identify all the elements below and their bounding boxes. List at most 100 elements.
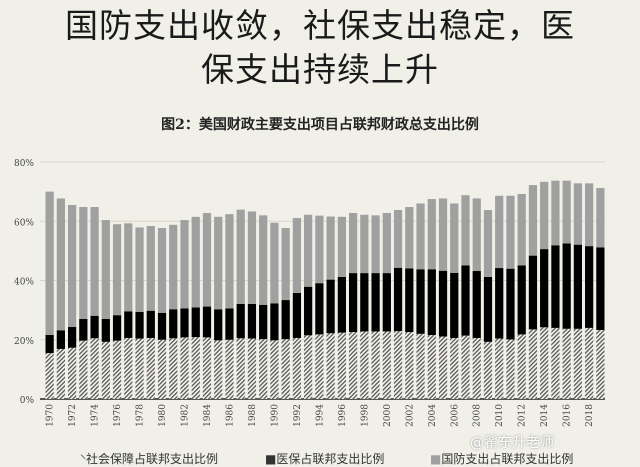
x-tick-label: 1978 — [136, 404, 146, 427]
bar-segment-defense — [326, 216, 335, 280]
bar-segment-defense — [79, 207, 88, 320]
bar-segment-social-security — [247, 338, 257, 399]
bar-segment-defense — [169, 224, 178, 310]
bar-segment-social-security — [67, 347, 77, 399]
bar-segment-defense — [506, 195, 515, 269]
bar-segment-defense — [214, 216, 223, 310]
bar-segment-social-security — [270, 340, 279, 399]
bar-segment-defense — [146, 225, 155, 311]
bar-segment-social-security — [528, 329, 538, 399]
bar-segment-social-security — [337, 332, 346, 399]
bar-segment-medicare — [79, 319, 88, 341]
y-tick-label: 0% — [20, 396, 35, 406]
bar-segment-defense — [45, 191, 54, 336]
bar-segment-defense — [382, 212, 391, 274]
bar-segment-medicare — [382, 273, 391, 332]
bar-segment-defense — [270, 222, 279, 304]
bar-segment-social-security — [416, 333, 425, 399]
x-tick-label: 1970 — [46, 404, 56, 427]
x-tick-label: 1990 — [270, 404, 280, 427]
bar-segment-medicare — [438, 270, 448, 337]
y-tick-label: 40% — [14, 278, 34, 288]
bar-segment-defense — [202, 212, 212, 307]
x-tick-label: 2002 — [405, 404, 415, 427]
bar-segment-defense — [180, 220, 189, 309]
bar-segment-defense — [292, 217, 302, 293]
bar-segment-defense — [281, 228, 290, 301]
bar-segment-medicare — [562, 243, 571, 329]
bar-segment-defense — [540, 181, 549, 250]
bar-segment-social-security — [112, 340, 122, 399]
black-swatch-icon: ■ — [265, 452, 277, 466]
bar-segment-medicare — [450, 272, 459, 338]
bar-segment-social-security — [146, 337, 155, 399]
x-tick-label: 2010 — [495, 404, 505, 427]
bar-segment-defense — [112, 224, 122, 316]
x-tick-label: 1992 — [293, 404, 303, 427]
bar-segment-medicare — [585, 246, 594, 328]
bar-segment-social-security — [348, 332, 358, 399]
hatch-swatch-icon: ⸌ — [80, 452, 87, 466]
bar-segment-social-security — [405, 332, 414, 399]
bar-segment-social-security — [315, 334, 324, 399]
bar-segment-social-security — [461, 335, 470, 399]
bar-segment-social-security — [180, 337, 189, 399]
bar-segment-defense — [416, 203, 425, 270]
x-tick-label: 2000 — [383, 404, 393, 427]
bar-segment-medicare — [393, 267, 403, 332]
bar-segment-medicare — [157, 312, 167, 340]
bar-segment-defense — [56, 198, 65, 331]
bar-segment-medicare — [540, 249, 549, 328]
x-tick-label: 2014 — [540, 404, 550, 427]
bar-segment-defense — [337, 216, 346, 277]
bar-segment-medicare — [573, 244, 583, 329]
bar-segment-medicare — [551, 245, 560, 328]
bar-segment-defense — [360, 214, 369, 274]
chart-title: 图2：美国财政主要支出项目占联邦财政总支出比例 — [161, 117, 479, 133]
headline-line1: 国防支出收敛，社保支出稳定，医 — [65, 6, 575, 45]
bar-segment-social-security — [259, 339, 268, 399]
y-tick-label: 60% — [14, 218, 34, 228]
bar-segment-social-security — [135, 338, 144, 399]
bar-segment-medicare — [259, 304, 268, 340]
bar-segment-social-security — [56, 348, 65, 399]
bar-segment-defense — [483, 209, 493, 277]
bar-segment-defense — [157, 228, 167, 313]
x-tick-label: 2016 — [563, 404, 573, 427]
bar-segment-defense — [517, 193, 526, 266]
bar-segment-medicare — [405, 268, 414, 333]
bar-segment-social-security — [45, 353, 54, 399]
bar-segment-medicare — [247, 303, 257, 339]
bar-segment-social-security — [450, 337, 459, 399]
legend-item-medicare: ■医保占联邦支出比例 — [265, 452, 385, 466]
bar-segment-social-security — [427, 335, 436, 399]
bar-segment-social-security — [214, 340, 223, 399]
bar-segment-social-security — [596, 329, 605, 399]
bar-segment-social-security — [101, 341, 110, 399]
bar-segment-social-security — [438, 336, 448, 399]
bar-segment-defense — [371, 215, 380, 274]
bar-segment-medicare — [427, 269, 436, 336]
bar-segment-medicare — [225, 308, 234, 340]
bar-segment-defense — [585, 183, 594, 247]
bar-segment-medicare — [214, 309, 223, 341]
bar-segment-defense — [304, 214, 313, 287]
bar-segment-medicare — [180, 308, 189, 338]
bar-segment-social-security — [304, 335, 313, 399]
bar-segment-defense — [348, 212, 358, 274]
bar-segment-defense — [90, 207, 99, 316]
bar-segment-social-security — [382, 331, 391, 399]
x-tick-label: 1982 — [181, 404, 191, 427]
headline: 国防支出收敛，社保支出稳定，医 保支出持续上升 — [0, 4, 640, 92]
bar-segment-defense — [427, 199, 436, 270]
bar-segment-social-security — [326, 333, 335, 399]
bar-segment-defense — [67, 204, 77, 328]
bar-segment-social-security — [360, 331, 369, 399]
bar-segment-medicare — [191, 307, 200, 338]
bar-segment-medicare — [528, 255, 538, 330]
bar-segment-defense — [450, 203, 459, 273]
bar-segment-medicare — [90, 315, 99, 339]
bar-segment-medicare — [596, 247, 605, 330]
bar-segment-medicare — [292, 292, 302, 338]
